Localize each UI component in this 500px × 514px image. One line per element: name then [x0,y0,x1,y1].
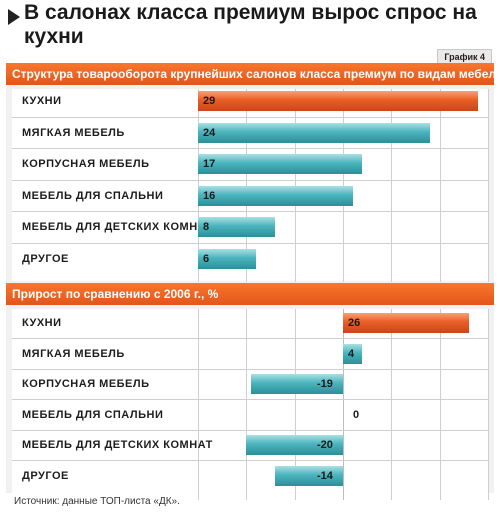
chart-2-row-divider [12,399,488,400]
chart-1-category-label: КУХНИ [22,95,62,107]
page-title: В салонах класса премиум вырос спрос на … [24,1,477,48]
chart-2-category-label: МЕБЕЛЬ ДЛЯ СПАЛЬНИ [22,409,164,421]
chart-2-gridline [488,309,489,500]
chart-1-row-divider [12,117,488,118]
chart-2-gridline [391,309,392,500]
header: В салонах класса премиум вырос спрос на … [0,0,500,50]
chart-2-bar [251,374,343,394]
chart-2-bar [343,344,362,364]
chart-1-bar [198,186,353,206]
chart-2-bar [246,435,343,455]
chart-1-row-divider [12,243,488,244]
chart-2-row-divider [12,430,488,431]
chart-2-category-label: МЯГКАЯ МЕБЕЛЬ [22,348,125,360]
chart-1-category-label: КОРПУСНАЯ МЕБЕЛЬ [22,158,150,170]
chart-2-category-label: КОРПУСНАЯ МЕБЕЛЬ [22,378,150,390]
chart-1-category-label: МЕБЕЛЬ ДЛЯ СПАЛЬНИ [22,190,164,202]
chart-2-bar [275,466,343,486]
chart-2-category-label: КУХНИ [22,317,62,329]
chart-2-row-divider [12,460,488,461]
chart-1-value-label: 17 [203,158,216,170]
chart-1-gridline [198,89,199,282]
chart-1-gridline [295,89,296,282]
chart-1-value-label: 6 [203,253,210,265]
chart-1-bar [198,249,256,269]
chart-1-gridline [488,89,489,282]
chart-1-plot: КУХНИ 29 МЯГКАЯ МЕБЕЛЬ 24 КОРПУСНАЯ МЕБЕЛЬ 17… [12,89,489,282]
chart-2-row-divider [12,369,488,370]
chart-1-row-divider [12,148,488,149]
chart-2-value-label: 26 [348,317,361,329]
chart-1-bar [198,217,275,237]
chart-1-gridline [246,89,247,282]
chart-2-category-label: ДРУГОЕ [22,470,69,482]
chart-1-bar [198,91,478,111]
chart-2-gridline [440,309,441,500]
chart-1-value-label: 29 [203,95,216,107]
chart-1-gridline [343,89,344,282]
source-note: Источник: данные ТОП-листа «ДК». [14,496,180,507]
chart-1-gridline [440,89,441,282]
chart-1-category-label: МЕБЕЛЬ ДЛЯ ДЕТСКИХ КОМНАТ [22,221,213,233]
chart-1-title: Структура товарооборота крупнейших салон… [6,63,494,85]
chart-2-row-divider [12,338,488,339]
chart-2-value-label: 0 [353,409,360,421]
chart-2-bar [343,313,469,333]
chart-2-gridline [198,309,199,500]
chart-2-plot: КУХНИ 26 МЯГКАЯ МЕБЕЛЬ 4 КОРПУСНАЯ МЕБЕЛЬ -19… [12,309,489,500]
chart-1-bar [198,154,362,174]
chart-2-value-label: -19 [317,378,333,390]
chart-2-value-label: -20 [317,439,333,451]
chart-1-value-label: 16 [203,190,216,202]
chart-1-value-label: 24 [203,127,216,139]
chart-2-title: Прирост по сравнению с 2006 г., % [6,283,494,305]
chart-1-category-label: ДРУГОЕ [22,253,69,265]
chart-2-category-label: МЕБЕЛЬ ДЛЯ ДЕТСКИХ КОМНАТ [22,439,213,451]
chart-2-gridline [343,309,344,500]
chart-2-gridline [295,309,296,500]
chart-1-gridline [391,89,392,282]
chart-2-value-label: 4 [348,348,355,360]
chart-1-value-label: 8 [203,221,210,233]
chart-1-bar [198,123,430,143]
triangle-bullet-icon [8,9,20,25]
chart-1-row-divider [12,180,488,181]
chart-1-row-divider [12,211,488,212]
chart-2-gridline [246,309,247,500]
chart-2-value-label: -14 [317,470,333,482]
chart-1-category-label: МЯГКАЯ МЕБЕЛЬ [22,127,125,139]
